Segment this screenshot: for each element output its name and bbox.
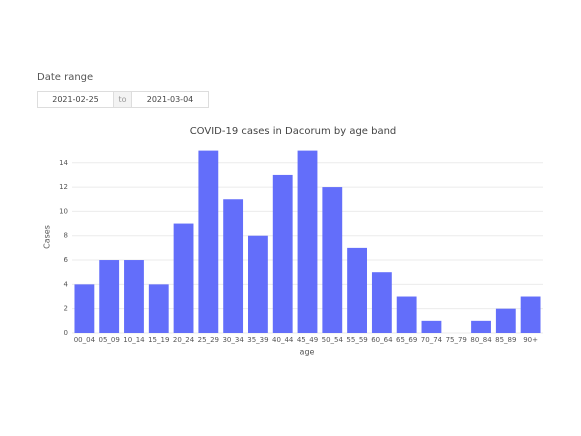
bar xyxy=(99,260,120,333)
x-tick-label: 75_79 xyxy=(446,336,467,344)
x-tick-label: 55_59 xyxy=(346,336,367,344)
x-tick-label: 45_49 xyxy=(297,336,318,344)
bar xyxy=(272,174,293,333)
chart-title: COVID-19 cases in Dacorum by age band xyxy=(190,126,397,137)
x-tick-label: 65_69 xyxy=(396,336,417,344)
bar xyxy=(471,320,491,333)
x-tick-label: 20_24 xyxy=(173,336,195,344)
x-tick-label: 40_44 xyxy=(272,336,294,344)
y-tick-label: 14 xyxy=(59,159,68,167)
date-range-label: Date range xyxy=(37,72,94,83)
y-tick-label: 12 xyxy=(59,183,68,191)
x-tick-label: 85_89 xyxy=(495,336,516,344)
y-tick-label: 8 xyxy=(64,232,68,240)
bar xyxy=(124,260,144,333)
y-tick-label: 2 xyxy=(64,305,68,313)
x-tick-label: 00_04 xyxy=(74,336,96,344)
x-tick-label: 30_34 xyxy=(222,336,244,344)
x-tick-label: 50_54 xyxy=(322,336,344,344)
x-tick-label: 90+ xyxy=(523,336,538,344)
y-axis-title: Cases xyxy=(43,225,52,249)
bar xyxy=(371,272,392,333)
x-tick-label: 35_39 xyxy=(247,336,268,344)
y-tick-label: 4 xyxy=(64,280,69,288)
end-date-input[interactable]: 2021-03-04 xyxy=(131,91,209,108)
y-tick-label: 10 xyxy=(59,207,68,215)
to-separator: to xyxy=(113,91,132,108)
bar xyxy=(347,247,367,333)
bar xyxy=(520,296,541,333)
bar xyxy=(173,223,194,333)
bar xyxy=(248,235,268,333)
bar xyxy=(223,199,244,333)
x-tick-label: 80_84 xyxy=(470,336,492,344)
x-tick-label: 15_19 xyxy=(148,336,169,344)
bar xyxy=(421,320,442,333)
x-tick-label: 60_64 xyxy=(371,336,393,344)
bar xyxy=(198,150,219,333)
bar xyxy=(396,296,417,333)
x-tick-label: 25_29 xyxy=(198,336,219,344)
x-tick-label: 05_09 xyxy=(99,336,120,344)
bar xyxy=(148,284,169,333)
bar xyxy=(74,284,95,333)
bar xyxy=(495,308,516,333)
x-axis-title: age xyxy=(300,348,315,357)
bar xyxy=(297,150,318,333)
x-tick-label: 70_74 xyxy=(421,336,443,344)
bar xyxy=(322,187,343,333)
y-tick-label: 0 xyxy=(64,329,68,337)
x-tick-label: 10_14 xyxy=(123,336,145,344)
y-tick-label: 6 xyxy=(64,256,69,264)
